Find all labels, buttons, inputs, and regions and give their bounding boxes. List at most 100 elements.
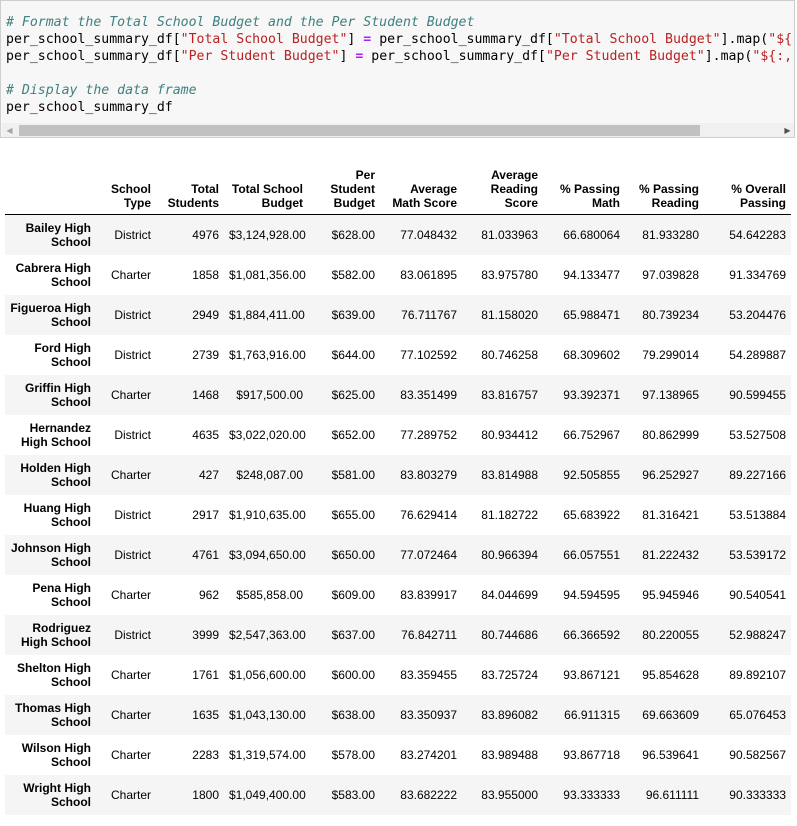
table-cell: $1,884,411.00	[229, 307, 305, 322]
table-cell: 77.289752	[400, 427, 457, 442]
table-row: Ford High School District 2739 $1,763,916.0…	[5, 334, 791, 375]
table-cell: $644.00	[331, 347, 375, 362]
table-cell: 962	[198, 587, 219, 602]
table-cell: 76.711767	[401, 307, 457, 322]
code-token-str: "Total School Budget"	[553, 32, 721, 47]
column-header: Total Students	[156, 160, 224, 215]
table-cell: 90.333333	[729, 787, 786, 802]
table-cell: 92.505855	[563, 467, 620, 482]
table-row: Cabrera High School Charter 1858 $1,081,356…	[5, 254, 791, 295]
dataframe-table: School Type Total Students Total School Bu…	[5, 160, 791, 815]
table-cell: 77.048432	[400, 227, 457, 242]
code-line[interactable]: # Format the Total School Budget and the…	[6, 14, 794, 31]
table-cell: 53.513884	[729, 507, 786, 522]
table-cell: 65.076453	[729, 707, 786, 722]
table-cell: Charter	[110, 467, 151, 482]
row-index-label: Wright High School	[23, 780, 91, 809]
code-line[interactable]: # Display the data frame	[6, 82, 794, 99]
table-cell: Charter	[110, 587, 151, 602]
table-cell: District	[114, 347, 151, 362]
table-cell: 81.033963	[481, 227, 538, 242]
index-header	[5, 160, 96, 215]
table-cell: 83.839917	[400, 587, 457, 602]
code-line[interactable]	[6, 65, 794, 82]
table-cell: 77.102592	[400, 347, 457, 362]
table-cell: 65.683922	[563, 507, 620, 522]
table-cell: $585,858.00	[236, 587, 303, 602]
code-token-name: per_school_summary_df	[6, 100, 173, 115]
horizontal-scrollbar[interactable]: ◀ ▶	[2, 123, 794, 137]
table-header-row: School Type Total Students Total School Bu…	[5, 160, 791, 215]
table-cell: 54.642283	[729, 227, 786, 242]
table-cell: 90.540541	[729, 587, 786, 602]
table-cell: $1,043,130.00	[229, 707, 306, 722]
column-header: Average Reading Score	[462, 160, 543, 215]
code-editor[interactable]: # Format the Total School Budget and the…	[6, 14, 794, 122]
column-header: % Passing Reading	[625, 160, 704, 215]
table-row: Griffin High School Charter 1468 $917,500.0…	[5, 374, 791, 415]
table-cell: 77.072464	[400, 547, 457, 562]
row-index-label: Rodriguez High School	[21, 620, 91, 649]
column-header: % Passing Math	[543, 160, 625, 215]
code-line[interactable]: per_school_summary_df["Per Student Budge…	[6, 48, 794, 65]
table-cell: 53.527508	[729, 427, 786, 442]
table-cell: 80.220055	[642, 627, 699, 642]
code-token-str: "Per Student Budget"	[180, 49, 340, 64]
table-cell: Charter	[110, 747, 151, 762]
table-cell: District	[114, 427, 151, 442]
table-cell: 53.539172	[729, 547, 786, 562]
code-line[interactable]: per_school_summary_df	[6, 99, 794, 116]
scroll-left-arrow-icon[interactable]: ◀	[6, 126, 13, 135]
table-cell: 81.182722	[481, 507, 538, 522]
code-token-name: per_school_summary_df[	[371, 32, 554, 47]
column-header: School Type	[96, 160, 156, 215]
table-cell: $638.00	[331, 707, 375, 722]
code-line[interactable]: per_school_summary_df["Total School Budg…	[6, 31, 794, 48]
code-token-name: per_school_summary_df[	[363, 49, 546, 64]
code-cell[interactable]: # Format the Total School Budget and the…	[0, 0, 795, 138]
table-cell: 52.988247	[729, 627, 786, 642]
table-cell: 2949	[192, 307, 219, 322]
table-cell: 90.582567	[729, 747, 786, 762]
table-cell: 80.746258	[481, 347, 538, 362]
code-token-str: "${:,.2f}"	[768, 32, 794, 47]
table-cell: 66.057551	[563, 547, 620, 562]
scrollbar-thumb[interactable]	[19, 125, 700, 136]
table-cell: District	[114, 547, 151, 562]
code-token-comment: # Format the Total School Budget and the…	[6, 15, 475, 30]
code-token-name: ]	[339, 49, 356, 64]
table-cell: $655.00	[331, 507, 375, 522]
table-cell: 95.945946	[642, 587, 699, 602]
table-cell: $3,124,928.00	[229, 227, 306, 242]
table-cell: 83.061895	[400, 267, 457, 282]
table-cell: 68.309602	[563, 347, 620, 362]
table-cell: Charter	[110, 787, 151, 802]
table-cell: 69.663609	[642, 707, 699, 722]
row-index-label: Hernandez High School	[21, 420, 91, 449]
table-cell: 66.680064	[563, 227, 620, 242]
code-token-comment: # Display the data frame	[6, 83, 197, 98]
table-cell: 81.316421	[642, 507, 699, 522]
code-token-op: =	[355, 49, 364, 64]
table-cell: $583.00	[331, 787, 375, 802]
code-token-op: =	[363, 32, 372, 47]
table-cell: Charter	[110, 387, 151, 402]
column-header: Average Math Score	[380, 160, 462, 215]
table-cell: $582.00	[331, 267, 375, 282]
code-token-name: per_school_summary_df[	[6, 49, 181, 64]
table-cell: 76.842711	[401, 627, 457, 642]
scroll-right-arrow-icon[interactable]: ▶	[784, 126, 791, 135]
table-row: Hernandez High School District 4635 $3,022,…	[5, 414, 791, 455]
table-cell: 1761	[192, 667, 219, 682]
table-cell: 80.966394	[481, 547, 538, 562]
table-cell: 97.138965	[642, 387, 699, 402]
table-cell: $1,763,916.00	[229, 347, 306, 362]
table-cell: 76.629414	[400, 507, 457, 522]
table-cell: 53.204476	[729, 307, 786, 322]
table-cell: 1800	[192, 787, 219, 802]
table-cell: $248,087.00	[236, 467, 303, 482]
table-row: Wilson High School Charter 2283 $1,319,574.…	[5, 734, 791, 775]
table-row: Rodriguez High School District 3999 $2,547,…	[5, 614, 791, 655]
table-cell: 2283	[192, 747, 219, 762]
table-cell: 96.252927	[642, 467, 699, 482]
